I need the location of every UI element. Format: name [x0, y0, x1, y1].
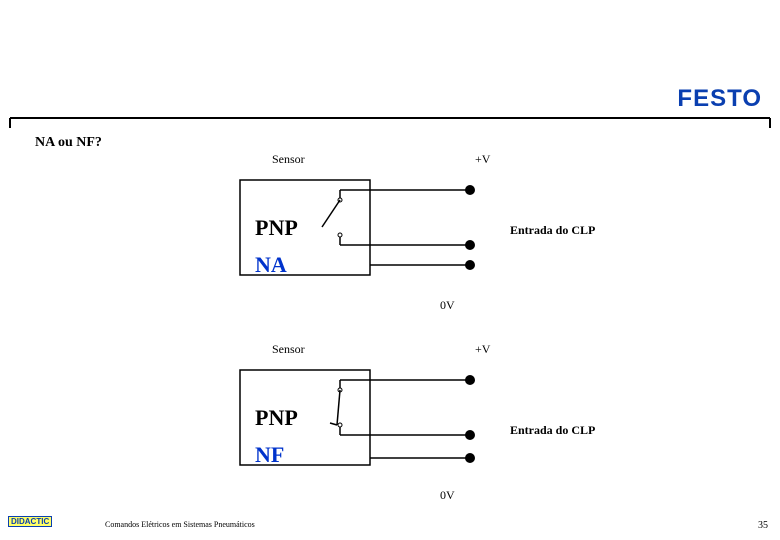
zerov-label-top: 0V: [440, 298, 455, 313]
type1-top: PNP: [255, 215, 298, 241]
type1-bottom: PNP: [255, 405, 298, 431]
type2-top: NA: [255, 252, 287, 278]
footer-left: DIDACTIC: [8, 516, 52, 527]
entry-label-bottom: Entrada do CLP: [510, 423, 595, 438]
sensor-label-top: Sensor: [272, 152, 305, 167]
entry-label-top: Entrada do CLP: [510, 223, 595, 238]
type2-bottom: NF: [255, 442, 284, 468]
plusv-label-bottom: +V: [475, 342, 490, 357]
footer-center: Comandos Elétricos em Sistemas Pneumátic…: [105, 520, 255, 529]
sensor-label-bottom: Sensor: [272, 342, 305, 357]
logo: FESTO: [677, 85, 762, 113]
plusv-label-top: +V: [475, 152, 490, 167]
diagram-canvas: [0, 0, 780, 540]
footer-page: 35: [758, 520, 768, 531]
page-title: NA ou NF?: [35, 135, 102, 151]
zerov-label-bottom: 0V: [440, 488, 455, 503]
